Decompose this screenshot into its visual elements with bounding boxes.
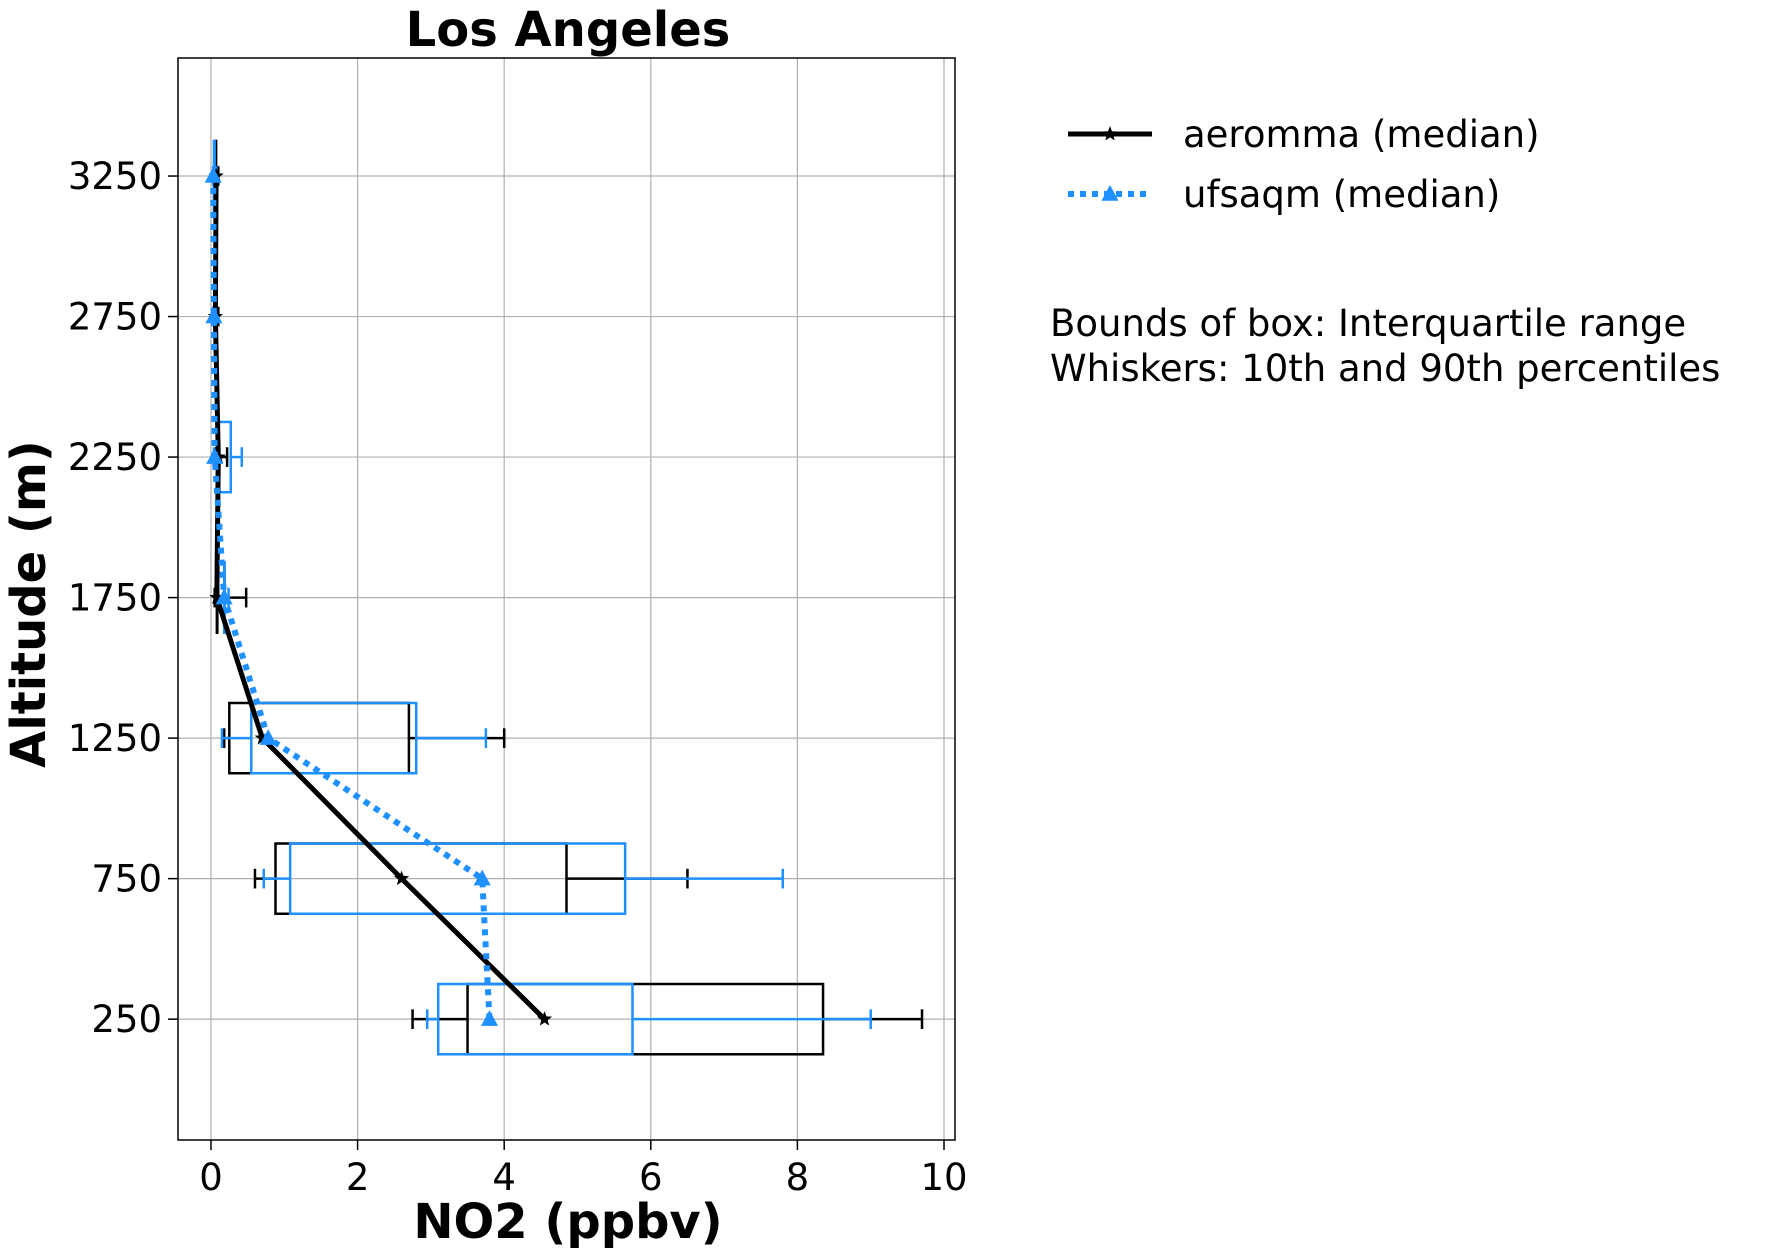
- legend: aeromma (median) ufsaqm (median): [1068, 113, 1540, 216]
- legend-marker-triangle: [1101, 185, 1119, 201]
- y-tick-label: 750: [91, 858, 162, 901]
- median-point-star: [393, 870, 410, 886]
- y-tick-label: 2250: [68, 436, 162, 479]
- y-tick-label: 3250: [68, 155, 162, 198]
- grid: [178, 58, 955, 1140]
- median-lines: [204, 167, 553, 1026]
- box-plot-note: Bounds of box: Interquartile range Whisk…: [1050, 302, 1720, 390]
- chart-title: Los Angeles: [406, 2, 731, 58]
- y-tick-label: 1750: [68, 577, 162, 620]
- median-point-triangle: [205, 307, 223, 324]
- y-tick-label: 1250: [68, 717, 162, 760]
- median-point-triangle: [215, 588, 233, 605]
- x-tick-label: 0: [199, 1156, 223, 1199]
- x-axis-title: NO2 (ppbv): [413, 1194, 722, 1250]
- plot-frame: [177, 57, 956, 1141]
- axes-frame: [177, 57, 956, 1141]
- y-axis-title: Altitude (m): [1, 440, 57, 768]
- legend-label-ufsaqm: ufsaqm (median): [1183, 173, 1500, 216]
- median-point-triangle: [473, 869, 491, 886]
- median-point-triangle: [480, 1010, 499, 1026]
- median-point-triangle: [204, 167, 222, 183]
- x-tick-label: 8: [786, 1156, 810, 1199]
- legend-marker-star: [1102, 126, 1118, 141]
- ticks: 0 2 4 6 8 10 250 750 1250 1750 2250 2750 3250: [68, 155, 968, 1199]
- x-tick-label: 2: [346, 1156, 370, 1199]
- legend-label-aeromma: aeromma (median): [1183, 113, 1540, 156]
- x-tick-label: 10: [920, 1156, 967, 1199]
- y-tick-label: 250: [91, 998, 162, 1041]
- note-line-1: Bounds of box: Interquartile range: [1050, 302, 1686, 345]
- x-tick-label: 4: [492, 1156, 516, 1199]
- note-line-2: Whiskers: 10th and 90th percentiles: [1050, 347, 1720, 390]
- median-point-triangle: [206, 448, 224, 464]
- median-point-star: [209, 589, 225, 605]
- median-point-star: [254, 730, 270, 745]
- y-tick-label: 2750: [68, 296, 162, 339]
- median-point-star: [536, 1011, 553, 1026]
- median-point-triangle: [259, 729, 277, 745]
- x-tick-label: 6: [639, 1156, 663, 1199]
